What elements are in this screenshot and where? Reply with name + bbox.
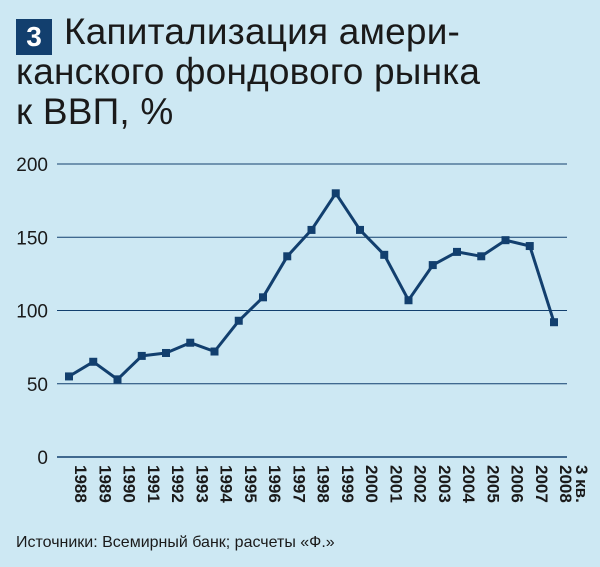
- y-tick-label: 100: [16, 302, 48, 323]
- x-tick-label: 2007: [532, 465, 551, 503]
- x-tick-label: 1988: [71, 465, 90, 503]
- x-tick-label: 1990: [120, 465, 139, 503]
- title-line-3: к ВВП, %: [16, 91, 174, 132]
- series-markers: [65, 189, 558, 384]
- x-tick-label: 2003: [435, 465, 454, 503]
- chart-number-badge: 3: [16, 19, 52, 55]
- data-point-marker: [65, 372, 73, 381]
- data-point-marker: [525, 242, 534, 251]
- x-tick-note: 3 кв.: [572, 465, 591, 503]
- x-tick-label: 1993: [192, 465, 211, 503]
- x-tick-label: 2008: [556, 465, 575, 503]
- x-tick-label: 2006: [508, 465, 527, 503]
- data-point-marker: [234, 316, 243, 325]
- data-point-marker: [113, 375, 122, 384]
- y-tick-label: 0: [37, 448, 48, 469]
- x-tick-label: 1994: [217, 465, 236, 503]
- data-point-marker: [283, 252, 292, 261]
- data-point-marker: [186, 338, 195, 347]
- x-tick-label: 1989: [95, 465, 114, 503]
- x-tick-label: 2004: [459, 465, 478, 503]
- data-point-marker: [259, 293, 267, 302]
- data-point-marker: [137, 351, 146, 360]
- line-chart: 0 50 100 150 200 1988 1989 1990 1991 1992 1993 199…: [16, 155, 591, 503]
- y-tick-label: 50: [27, 375, 48, 396]
- x-tick-label: 1997: [289, 465, 308, 503]
- data-point-marker: [453, 247, 461, 256]
- data-point-marker: [501, 236, 510, 245]
- data-point-marker: [477, 252, 486, 261]
- y-tick-label: 200: [16, 155, 48, 176]
- title-line-2: канского фондового рынка: [16, 51, 481, 92]
- x-tick-label: 2005: [483, 465, 502, 503]
- data-point-marker: [428, 261, 437, 270]
- x-tick-label: 2001: [386, 465, 405, 503]
- data-point-marker: [307, 225, 316, 234]
- x-tick-label: 2000: [362, 465, 381, 503]
- y-tick-label: 150: [16, 228, 48, 249]
- x-tick-label: 1992: [168, 465, 187, 503]
- source-note: Источники: Всемирный банк; расчеты «Ф.»: [16, 534, 335, 551]
- data-point-marker: [331, 189, 340, 198]
- title-line-1: Капитализация амери-: [64, 11, 461, 52]
- chart-header: 3 Капитализация амери- канского фондовог…: [16, 12, 591, 132]
- data-point-marker: [550, 318, 558, 327]
- x-tick-label: 1991: [144, 465, 163, 503]
- data-point-marker: [162, 348, 170, 357]
- data-point-marker: [380, 250, 389, 259]
- y-axis-labels: 0 50 100 150 200: [16, 155, 48, 469]
- data-point-marker: [356, 225, 364, 234]
- x-tick-label: 1995: [241, 465, 260, 503]
- x-axis-labels: 1988 1989 1990 1991 1992 1993 1994 1995 1996 1997…: [71, 465, 591, 503]
- data-point-marker: [210, 347, 219, 356]
- series-line: [68, 191, 556, 381]
- x-tick-label: 1996: [265, 465, 284, 503]
- x-tick-label: 1999: [338, 465, 357, 503]
- x-tick-label: 2002: [411, 465, 430, 503]
- x-tick-label: 1998: [314, 465, 333, 503]
- chart-title: Капитализация амери- канского фондового …: [16, 12, 591, 132]
- grid-layer: [57, 163, 567, 458]
- data-point-marker: [404, 296, 413, 305]
- data-point-marker: [89, 357, 98, 366]
